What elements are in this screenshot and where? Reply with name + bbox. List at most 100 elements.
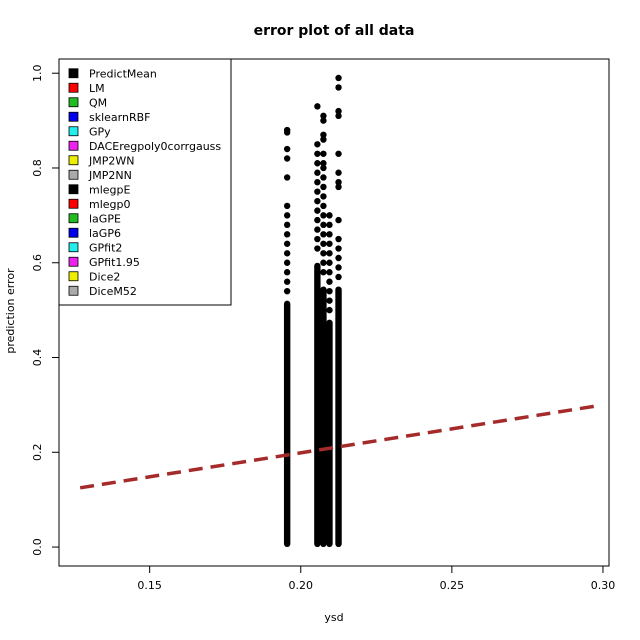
legend-swatch-14: [68, 271, 79, 282]
y-tick-label-3: 0.6: [31, 254, 44, 272]
legend-swatch-5: [68, 140, 79, 151]
data-point-0-5: [283, 202, 291, 210]
data-point-2-3: [320, 136, 327, 143]
legend-label-4: GPy: [89, 125, 111, 138]
x-tick-label-0: 0.15: [137, 579, 162, 592]
data-point-1-3: [314, 160, 321, 167]
dense-point-band-4: [335, 286, 342, 548]
data-point-4-0: [335, 74, 342, 82]
data-points: [283, 74, 342, 548]
data-point-4-4: [335, 150, 342, 157]
dense-point-band-1: [314, 262, 321, 548]
data-point-2-7: [320, 174, 327, 181]
data-point-3-2: [326, 231, 333, 238]
data-point-2-2: [320, 131, 327, 139]
legend-swatch-3: [68, 111, 79, 122]
legend-swatch-8: [68, 184, 79, 195]
data-point-0-9: [283, 240, 291, 247]
legend-swatch-11: [68, 227, 79, 238]
data-point-2-5: [320, 160, 327, 167]
data-point-2-14: [320, 240, 327, 247]
legend-swatch-10: [68, 213, 79, 224]
dense-point-band-2: [320, 286, 327, 548]
data-point-4-11: [335, 254, 342, 262]
data-point-1-10: [314, 226, 321, 233]
data-point-1-1: [314, 141, 321, 148]
legend-label-6: JMP2WN: [88, 154, 134, 167]
data-point-2-8: [320, 183, 327, 191]
legend-swatch-1: [68, 82, 79, 93]
dense-point-band-3: [326, 319, 333, 548]
legend-label-12: GPfit2: [89, 241, 122, 254]
data-point-3-8: [326, 287, 333, 295]
legend-label-11: laGP6: [89, 227, 121, 240]
data-point-2-12: [320, 221, 327, 229]
x-tick-label-3: 0.30: [591, 579, 616, 592]
legend-label-10: laGPE: [89, 212, 121, 225]
data-point-3-3: [326, 240, 333, 247]
data-point-2-1: [320, 117, 327, 124]
data-point-1-5: [314, 178, 321, 186]
data-point-4-12: [335, 264, 342, 271]
legend-swatch-12: [68, 242, 79, 253]
data-point-3-5: [326, 259, 333, 266]
data-point-0-2: [283, 145, 291, 153]
data-point-2-17: [320, 269, 327, 276]
data-point-1-6: [314, 188, 321, 195]
data-point-2-11: [320, 212, 327, 219]
data-point-4-9: [335, 235, 342, 243]
legend-label-7: JMP2NN: [88, 169, 132, 182]
data-point-3-10: [326, 306, 333, 314]
data-point-0-13: [283, 278, 291, 285]
data-point-1-2: [314, 150, 321, 157]
y-tick-label-0: 0.0: [31, 538, 44, 556]
legend-label-0: PredictMean: [89, 67, 157, 80]
data-point-0-3: [283, 155, 291, 162]
data-point-4-2: [335, 107, 342, 115]
data-point-1-9: [314, 216, 321, 224]
data-point-2-9: [320, 193, 327, 200]
legend-label-5: DACEregpoly0corrgauss: [89, 140, 221, 153]
y-tick-label-1: 0.2: [31, 444, 44, 462]
legend-swatch-2: [68, 97, 79, 108]
legend-swatch-6: [68, 155, 79, 166]
data-point-0-6: [283, 212, 291, 219]
data-point-0-10: [283, 250, 291, 257]
x-tick-label-1: 0.20: [289, 579, 314, 592]
data-point-4-10: [335, 245, 342, 252]
data-point-1-7: [314, 197, 321, 205]
data-point-3-7: [326, 278, 333, 285]
data-point-0-1: [283, 129, 291, 136]
data-point-2-0: [320, 112, 327, 120]
data-point-4-7: [335, 183, 342, 191]
data-point-4-3: [335, 112, 342, 120]
plot-frame: [58, 58, 610, 567]
chart-title: error plot of all data: [254, 23, 415, 39]
legend-label-15: DiceM52: [89, 285, 137, 298]
x-axis-label: ysd: [324, 611, 343, 624]
y-tick-label-5: 1.0: [31, 64, 44, 82]
data-point-2-4: [320, 150, 327, 157]
legend-swatch-0: [68, 68, 79, 79]
data-point-2-15: [320, 250, 327, 257]
legend-label-2: QM: [89, 96, 107, 109]
data-point-2-6: [320, 164, 327, 172]
data-point-3-6: [326, 269, 333, 276]
data-point-1-8: [314, 207, 321, 214]
legend-swatch-7: [68, 169, 79, 180]
legend-label-9: mlegp0: [89, 198, 131, 211]
legend-label-13: GPfit1.95: [89, 256, 140, 269]
legend-label-8: mlegpE: [89, 183, 131, 196]
legend-swatch-13: [68, 256, 79, 267]
legend-box: [58, 58, 232, 306]
data-point-1-12: [314, 245, 321, 252]
data-point-4-6: [335, 178, 342, 186]
y-tick-label-4: 0.8: [31, 159, 44, 177]
data-point-0-14: [283, 287, 291, 295]
data-point-0-11: [283, 259, 291, 266]
data-point-3-9: [326, 297, 333, 304]
data-point-4-8: [335, 216, 342, 224]
legend-label-1: LM: [89, 82, 105, 95]
